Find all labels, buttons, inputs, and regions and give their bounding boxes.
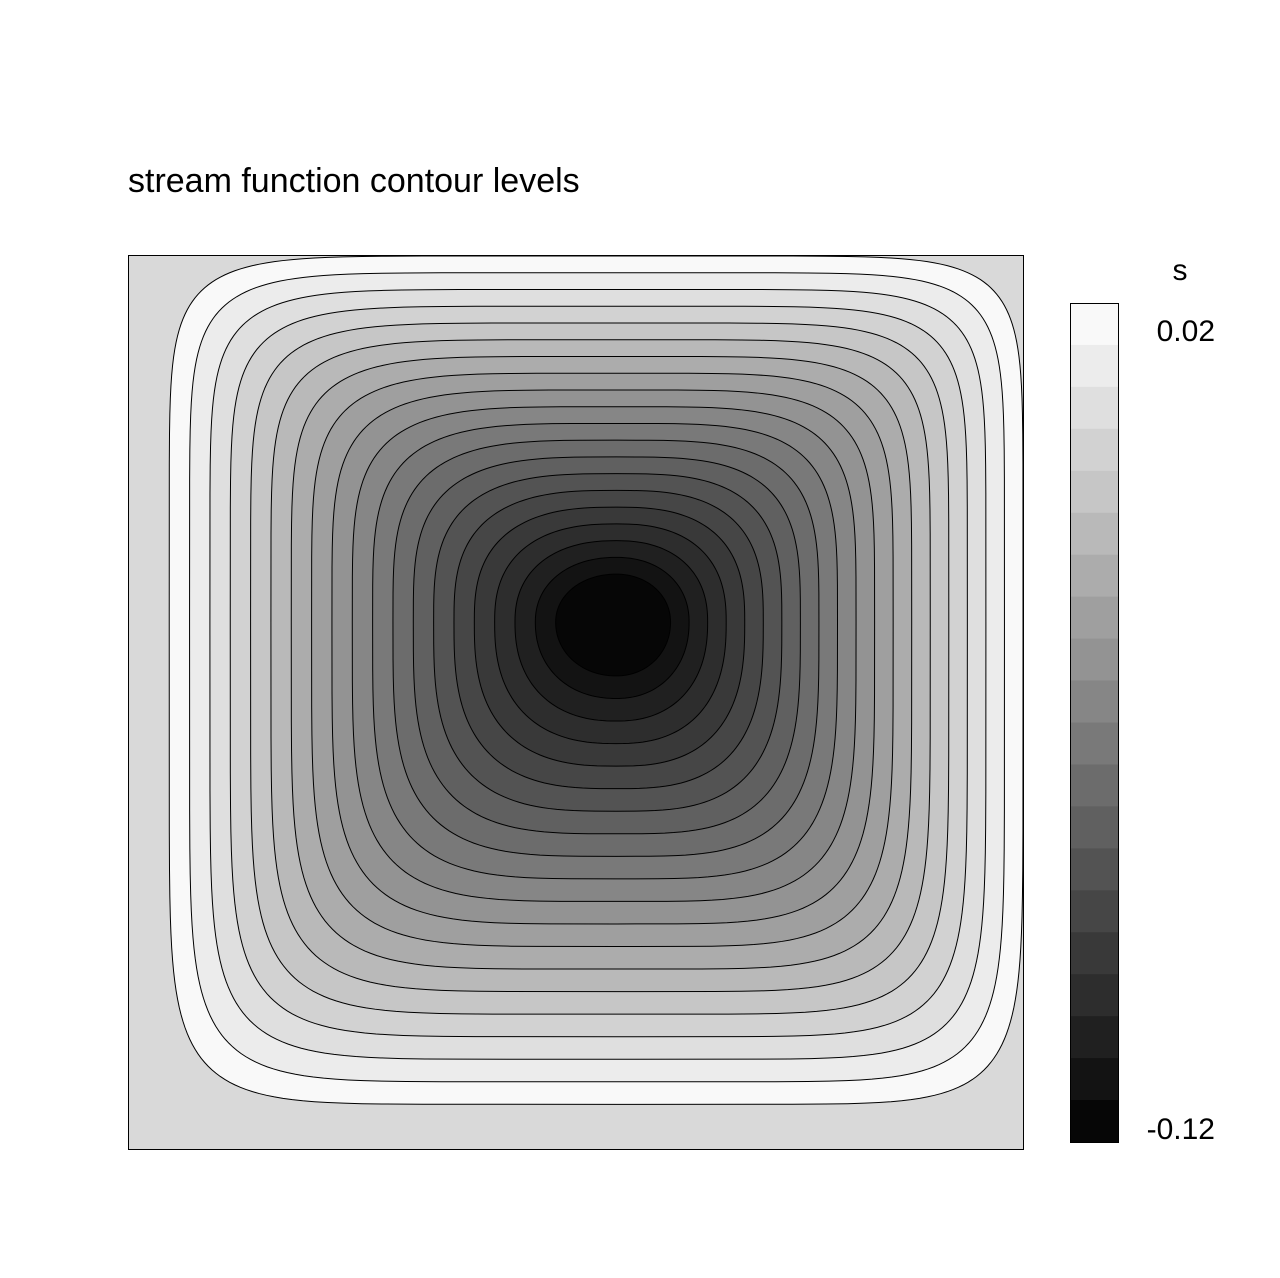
- colorbar-band-7: [1070, 554, 1118, 598]
- colorbar-band-17: [1070, 974, 1118, 1017]
- contour-levels: [168, 256, 1023, 1105]
- colorbar-band-19: [1070, 1058, 1118, 1101]
- colorbar-band-13: [1070, 806, 1118, 849]
- contour-level-1: [555, 573, 672, 677]
- colorbar-band-1: [1070, 303, 1118, 346]
- colorbar: s 0.02 -0.12: [1070, 254, 1215, 1146]
- colorbar-band-2: [1070, 344, 1118, 388]
- chart-title: stream function contour levels: [128, 162, 580, 200]
- colorbar-band-18: [1070, 1016, 1118, 1059]
- colorbar-band-6: [1070, 512, 1118, 556]
- plot-frame: [128, 255, 1024, 1150]
- colorbar-band-16: [1070, 932, 1118, 975]
- colorbar-tick-min: -0.12: [1147, 1113, 1215, 1146]
- colorbar-band-10: [1070, 680, 1118, 723]
- colorbar-band-5: [1070, 470, 1118, 514]
- colorbar-band-20: [1070, 1100, 1118, 1143]
- colorbar-band-15: [1070, 890, 1118, 933]
- colorbar-tick-max: 0.02: [1157, 315, 1215, 348]
- colorbar-band-4: [1070, 428, 1118, 472]
- colorbar-band-14: [1070, 848, 1118, 891]
- colorbar-band-9: [1070, 638, 1118, 682]
- colorbar-label: s: [1173, 254, 1188, 287]
- colorbar-band-11: [1070, 722, 1118, 765]
- colorbar-band-8: [1070, 596, 1118, 640]
- colorbar-frame: [1070, 303, 1119, 1143]
- colorbar-band-3: [1070, 386, 1118, 430]
- colorbar-band-12: [1070, 764, 1118, 807]
